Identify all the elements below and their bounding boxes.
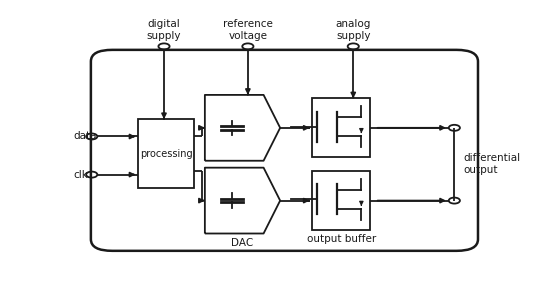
Text: differential
output: differential output [463, 153, 520, 175]
Text: DAC: DAC [231, 238, 254, 248]
Text: processing: processing [140, 149, 193, 159]
Text: reference
voltage: reference voltage [223, 19, 273, 40]
Text: analog
supply: analog supply [336, 19, 371, 40]
Text: clk: clk [74, 169, 89, 180]
Text: digital
supply: digital supply [147, 19, 181, 40]
Bar [312, 171, 371, 230]
Bar [312, 98, 371, 157]
Text: data: data [74, 131, 97, 142]
Text: output buffer: output buffer [307, 234, 376, 244]
Bar [138, 119, 194, 188]
